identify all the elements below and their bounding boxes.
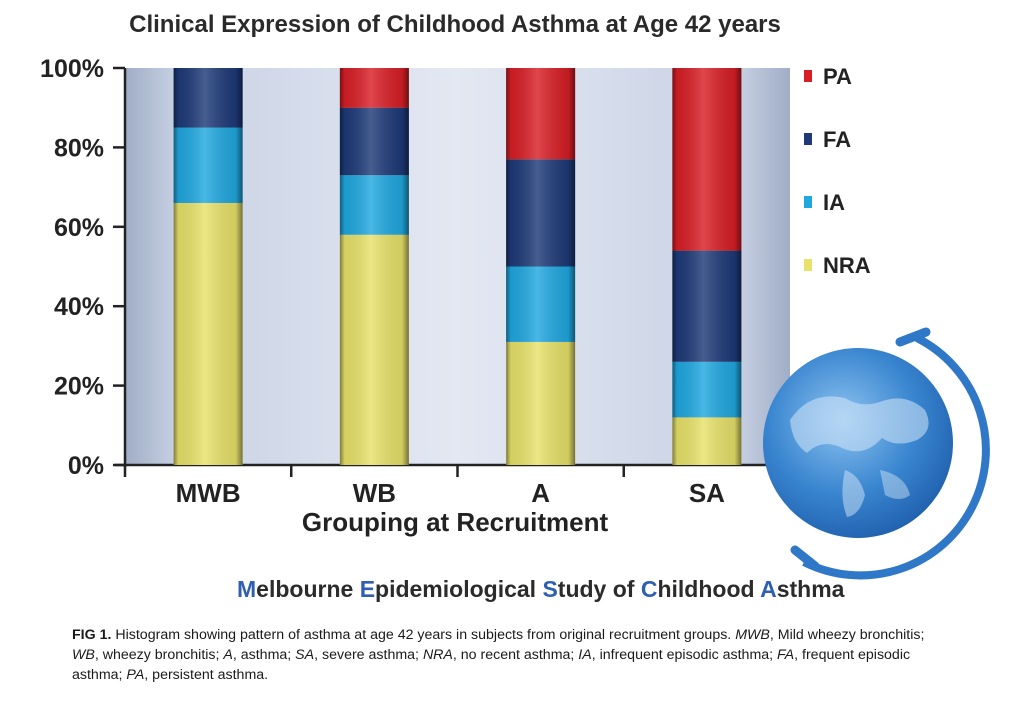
y-tick-label: 40%	[54, 293, 104, 321]
study-name-initial: C	[641, 576, 658, 602]
caption-abbr-definition: , asthma;	[232, 647, 296, 663]
y-tick-label: 80%	[54, 134, 104, 162]
legend-label-nra: NRA	[823, 253, 871, 278]
caption-abbr-definition: , infrequent episodic asthma;	[591, 647, 778, 663]
x-tick-label: A	[531, 478, 550, 508]
bar-shading	[339, 68, 409, 465]
y-tick-label: 100%	[40, 55, 104, 83]
x-tick-label: SA	[689, 478, 725, 508]
x-axis-ticks: MWB WB A SA	[123, 465, 792, 508]
study-name-rest: sthma	[777, 576, 845, 602]
caption-abbr-definition: , no recent asthma;	[452, 647, 579, 663]
figure-caption: FIG 1. Histogram showing pattern of asth…	[72, 625, 952, 685]
x-axis-label: Grouping at Recruitment	[302, 507, 609, 537]
legend: PA FA IA NRA	[804, 64, 871, 278]
legend-label-pa: PA	[823, 64, 852, 89]
caption-abbr: PA	[126, 667, 145, 683]
bar-stacks	[173, 68, 742, 466]
x-tick-label: WB	[353, 478, 396, 508]
legend-swatch-ia	[804, 196, 812, 208]
legend-swatch-fa	[804, 133, 812, 145]
y-axis-ticks: 0% 20% 40% 60% 80% 100%	[40, 55, 125, 480]
x-tick-label: MWB	[176, 478, 241, 508]
bar-shading	[506, 68, 576, 465]
legend-label-ia: IA	[823, 190, 845, 215]
y-tick-label: 20%	[54, 373, 104, 401]
caption-abbr-definition: , persistent asthma.	[144, 667, 269, 683]
caption-label: FIG 1.	[72, 627, 112, 643]
bar-shading	[173, 68, 243, 465]
bar-shading	[672, 68, 742, 465]
study-name-rest: pidemiological	[375, 576, 542, 602]
study-name-initial: A	[760, 576, 777, 602]
study-name-initial: M	[237, 576, 256, 602]
caption-abbr: NRA	[422, 647, 453, 663]
caption-abbr: A	[223, 647, 233, 663]
caption-abbr-definition: , severe asthma;	[314, 647, 423, 663]
study-name-rest: elbourne	[256, 576, 360, 602]
caption-abbr-definition: , wheezy bronchitis;	[94, 647, 224, 663]
study-name-rest: tudy of	[558, 576, 641, 602]
y-tick-label: 0%	[68, 452, 104, 480]
study-name-rest: hildhood	[657, 576, 760, 602]
legend-swatch-pa	[804, 70, 812, 82]
chart-title: Clinical Expression of Childhood Asthma …	[129, 11, 781, 38]
caption-abbr: IA	[578, 647, 592, 663]
caption-abbr: MWB	[735, 627, 770, 643]
y-tick-label: 60%	[54, 214, 104, 242]
study-name: Melbourne Epidemiological Study of Child…	[237, 576, 845, 602]
caption-abbr: FA	[777, 647, 795, 663]
caption-abbr: WB	[72, 647, 95, 663]
caption-abbreviations: MWB, Mild wheezy bronchitis; WB, wheezy …	[72, 627, 924, 683]
study-name-initial: E	[360, 576, 375, 602]
caption-abbr-definition: , frequent episodic asthma;	[72, 647, 911, 683]
globe-logo-icon	[763, 327, 990, 580]
legend-swatch-nra	[804, 259, 812, 271]
caption-text: Histogram showing pattern of asthma at a…	[115, 627, 732, 643]
caption-abbr: SA	[295, 647, 315, 663]
study-name-initial: S	[542, 576, 557, 602]
caption-abbr-definition: , Mild wheezy bronchitis;	[769, 627, 925, 643]
legend-label-fa: FA	[823, 127, 851, 152]
